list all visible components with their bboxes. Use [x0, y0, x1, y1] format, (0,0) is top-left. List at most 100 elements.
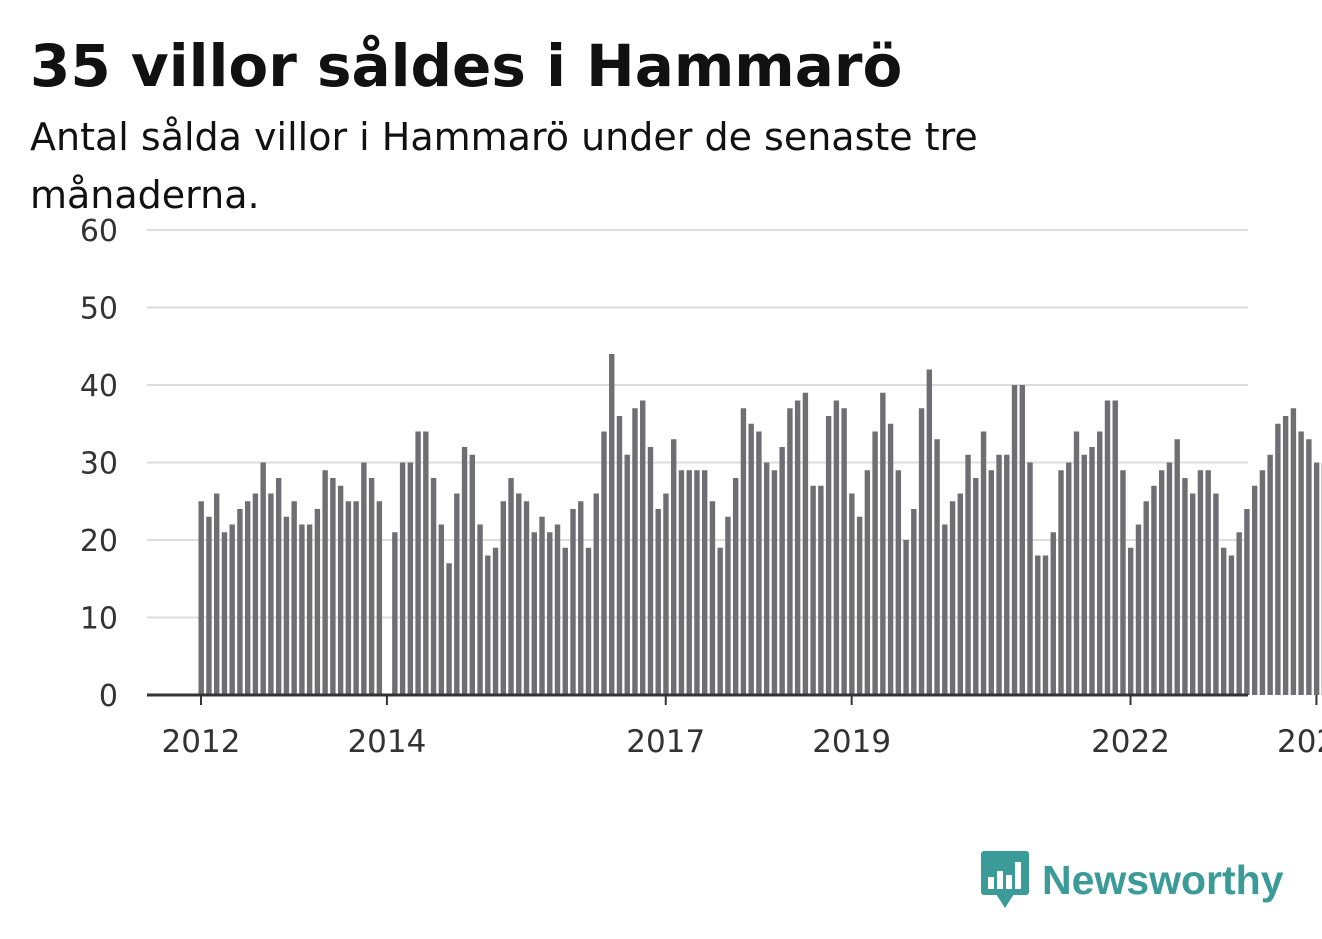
bar: [973, 478, 979, 695]
bar: [825, 416, 832, 695]
y-tick-label: 0: [99, 679, 118, 714]
bar: [1236, 532, 1242, 695]
bar: [957, 493, 964, 695]
bar: [415, 431, 421, 695]
bar: [361, 462, 367, 695]
bar: [601, 431, 607, 695]
bar: [508, 478, 514, 695]
bar: [1251, 485, 1258, 695]
bar: [1259, 470, 1266, 695]
bar: [337, 485, 344, 695]
bar: [578, 501, 584, 695]
bar: [818, 485, 824, 695]
bar: [516, 493, 522, 695]
bar: [376, 501, 383, 695]
x-tick-label: 2019: [812, 724, 891, 760]
bar: [1244, 509, 1250, 695]
bar: [547, 532, 553, 695]
bar: [291, 501, 297, 695]
bar: [1275, 423, 1281, 695]
bar: [314, 509, 321, 695]
bar: [1174, 439, 1180, 695]
bar: [1019, 385, 1025, 695]
bar: [1066, 462, 1072, 695]
bar: [856, 516, 863, 695]
bar: [368, 478, 375, 695]
bar: [268, 493, 274, 695]
bar: [461, 447, 468, 695]
x-tick-label: 2022: [1091, 724, 1170, 760]
bar: [624, 454, 630, 695]
bar: [1189, 493, 1196, 695]
bar: [1089, 447, 1095, 695]
bar: [423, 431, 429, 695]
bar: [988, 470, 994, 695]
bar: [701, 470, 708, 695]
bar: [523, 501, 530, 695]
bar: [787, 408, 793, 695]
bar: [810, 485, 816, 695]
bar-chart-speech-bubble-icon: [981, 851, 1029, 908]
bar: [833, 400, 840, 695]
x-tick-label: 2014: [347, 724, 426, 760]
bar: [1120, 470, 1126, 695]
bar: [399, 462, 406, 695]
bar: [655, 509, 661, 695]
bar: [872, 431, 878, 695]
bar: [345, 501, 352, 695]
bar: [1128, 547, 1134, 695]
bar: [1282, 416, 1289, 695]
bar: [1104, 400, 1111, 695]
bars: [198, 354, 1322, 695]
bar: [485, 555, 491, 695]
bar: [446, 563, 452, 695]
bar: [965, 454, 971, 695]
bar: [306, 524, 313, 695]
bar: [1097, 431, 1103, 695]
bar: [632, 408, 638, 695]
y-tick-label: 50: [80, 292, 118, 327]
bar: [1042, 555, 1049, 695]
bar: [492, 547, 499, 695]
bar: [771, 470, 778, 695]
bar: [616, 416, 623, 695]
bar: [1035, 555, 1041, 695]
bar: [849, 493, 855, 695]
x-axis: 2012 2014 2017 2019 2022 2024: [147, 693, 1322, 760]
bar: [585, 547, 592, 695]
bar: [609, 354, 615, 695]
bar: [570, 509, 576, 695]
bar: [237, 509, 243, 695]
bar: [740, 408, 747, 695]
bar: [1213, 493, 1219, 695]
bar: [1027, 462, 1033, 695]
bar: [678, 470, 685, 695]
bar: [252, 493, 259, 695]
bar: [942, 524, 948, 695]
bar: [275, 478, 282, 695]
bar: [206, 516, 212, 695]
bar: [1290, 408, 1297, 695]
bar: [671, 439, 677, 695]
bar: [554, 524, 561, 695]
bar: [260, 462, 266, 695]
bar: [1220, 547, 1227, 695]
x-tick-label: 2012: [162, 724, 241, 760]
x-tick-label: 2017: [626, 724, 705, 760]
bar: [353, 501, 359, 695]
bar: [322, 470, 328, 695]
bar: [794, 400, 801, 695]
bar: [1267, 454, 1273, 695]
bar: [1073, 431, 1080, 695]
bar: [895, 470, 902, 695]
bar: [198, 501, 204, 695]
bar: [732, 478, 739, 695]
bar: [1228, 555, 1235, 695]
bar: [1050, 532, 1056, 695]
bar: [748, 423, 754, 695]
bar: [903, 540, 909, 695]
y-tick-label: 30: [80, 447, 118, 482]
bar: [887, 423, 894, 695]
bar: [477, 524, 483, 695]
